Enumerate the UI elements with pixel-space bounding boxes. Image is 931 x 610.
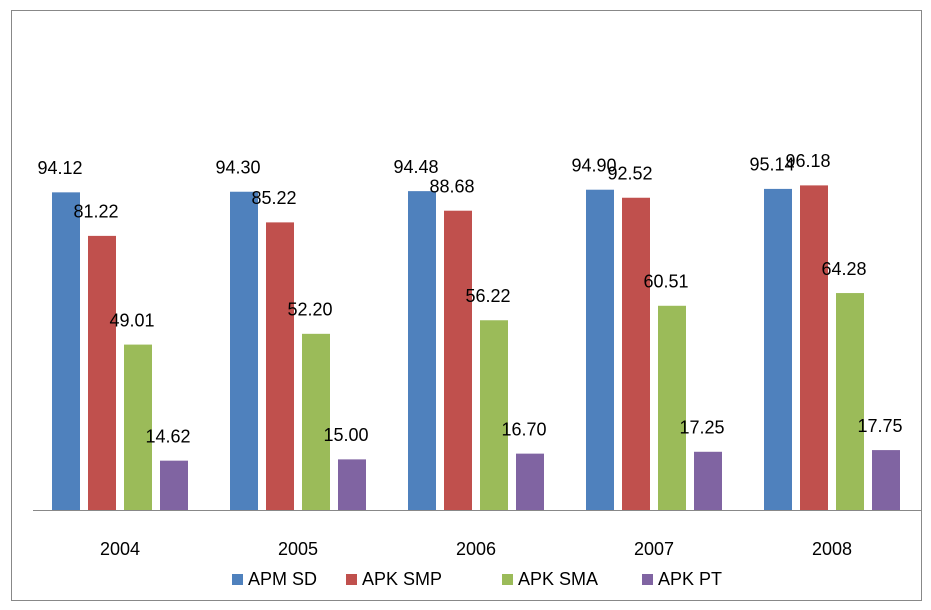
legend-label: APK SMP — [362, 569, 442, 589]
legend-label: APK SMA — [518, 569, 598, 589]
bar — [444, 210, 472, 510]
bar — [872, 450, 900, 510]
data-label: 94.12 — [37, 158, 82, 178]
data-label: 49.01 — [109, 310, 154, 330]
bar — [88, 235, 116, 510]
x-tick-label: 2004 — [100, 539, 140, 559]
legend-swatch — [346, 574, 357, 585]
bar — [160, 460, 188, 510]
x-tick-label: 2007 — [634, 539, 674, 559]
bar — [408, 191, 436, 510]
legend-label: APM SD — [248, 569, 317, 589]
bar — [800, 185, 828, 510]
data-label: 92.52 — [607, 163, 652, 183]
bar — [480, 320, 508, 510]
data-label: 17.25 — [679, 418, 724, 438]
bar — [658, 305, 686, 510]
data-label: 56.22 — [465, 286, 510, 306]
data-label: 94.48 — [393, 157, 438, 177]
x-tick-label: 2005 — [278, 539, 318, 559]
data-label: 52.20 — [287, 300, 332, 320]
bar — [302, 333, 330, 510]
data-label: 64.28 — [821, 259, 866, 279]
x-tick-label: 2008 — [812, 539, 852, 559]
legend-swatch — [642, 574, 653, 585]
bar — [694, 451, 722, 510]
data-label: 81.22 — [73, 202, 118, 222]
data-label: 94.90 — [571, 155, 616, 175]
legend-swatch — [232, 574, 243, 585]
bar — [338, 459, 366, 510]
data-label: 94.30 — [215, 157, 260, 177]
bar — [124, 344, 152, 510]
x-tick-label: 2006 — [456, 539, 496, 559]
legend-swatch — [502, 574, 513, 585]
bar — [52, 192, 80, 510]
bar — [622, 197, 650, 510]
data-label: 16.70 — [501, 419, 546, 439]
bar — [266, 222, 294, 510]
data-label: 95.14 — [749, 155, 794, 175]
data-label: 15.00 — [323, 425, 368, 445]
data-label: 96.18 — [785, 151, 830, 171]
bar — [516, 453, 544, 510]
bar — [764, 188, 792, 510]
data-label: 88.68 — [429, 176, 474, 196]
data-label: 60.51 — [643, 272, 688, 292]
data-label: 85.22 — [251, 188, 296, 208]
data-label: 14.62 — [145, 426, 190, 446]
data-label: 17.75 — [857, 416, 902, 436]
bar — [586, 189, 614, 510]
bar — [230, 191, 258, 511]
legend-label: APK PT — [658, 569, 722, 589]
bar — [836, 293, 864, 510]
